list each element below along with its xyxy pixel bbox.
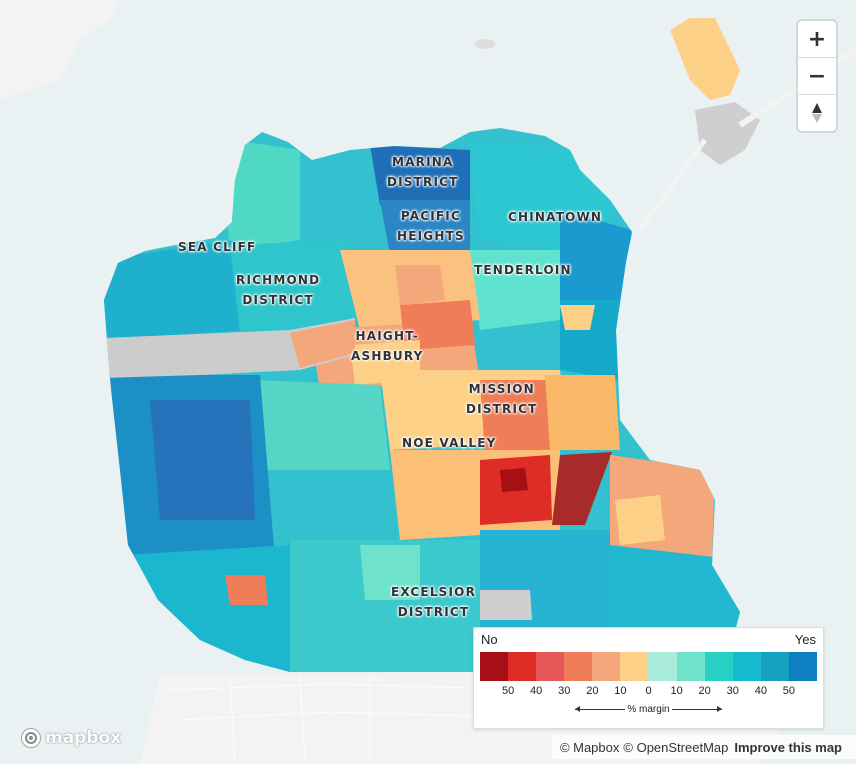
attribution: © Mapbox © OpenStreetMap Improve this ma…	[551, 735, 856, 759]
label-richmond-district: RICHMOND DISTRICT	[236, 273, 321, 307]
legend-swatch	[480, 652, 509, 681]
label-noe-valley: NOE VALLEY	[402, 436, 497, 450]
legend-axis: % margin	[480, 704, 817, 715]
legend-swatch	[648, 652, 677, 681]
legend-tick-label: 10	[670, 685, 683, 697]
compass-button[interactable]	[798, 95, 836, 131]
compass-icon	[812, 103, 822, 123]
mapbox-logo[interactable]: mapbox	[20, 727, 121, 749]
legend-swatch	[760, 652, 789, 681]
minus-icon: −	[807, 63, 827, 89]
legend-swatch	[564, 652, 593, 681]
legend-tick-label: 40	[530, 685, 543, 697]
mapbox-logo-icon	[21, 728, 41, 748]
zoom-out-button[interactable]: −	[798, 58, 836, 95]
legend-tick-label: 20	[586, 685, 599, 697]
improve-map-link[interactable]: Improve this map	[734, 739, 842, 755]
attribution-osm-link[interactable]: © OpenStreetMap	[623, 739, 729, 755]
zoom-in-button[interactable]: +	[798, 21, 836, 58]
legend-swatch	[536, 652, 565, 681]
legend-swatch	[620, 652, 649, 681]
legend-tick-label: 30	[558, 685, 571, 697]
legend-yes-label: Yes	[794, 632, 816, 647]
legend-swatch	[592, 652, 621, 681]
label-chinatown: CHINATOWN	[508, 210, 603, 224]
label-sea-cliff: SEA CLIFF	[178, 240, 257, 254]
land-marin	[0, 0, 120, 100]
left-arrow-icon	[574, 705, 625, 712]
legend-swatch	[676, 652, 705, 681]
mapbox-logo-text: mapbox	[45, 728, 122, 748]
legend-ticks: 50 40 30 20 10 0 10 20 30 40 50	[480, 685, 817, 699]
label-mission-district: MISSION DISTRICT	[466, 382, 538, 416]
attribution-mapbox-link[interactable]: © Mapbox	[559, 739, 620, 755]
legend-tick-label: 30	[726, 685, 739, 697]
choropleth-regions	[104, 140, 740, 672]
legend-no-label: No	[481, 632, 498, 647]
legend-swatch	[704, 652, 733, 681]
legend-swatch	[732, 652, 761, 681]
legend-tick-label: 40	[754, 685, 767, 697]
map-controls: + −	[798, 21, 836, 131]
label-marina-district: MARINA DISTRICT	[387, 155, 459, 189]
legend-axis-label: % margin	[627, 704, 670, 715]
legend-tick-label: 10	[614, 685, 627, 697]
label-tenderloin: TENDERLOIN	[474, 263, 572, 277]
legend-ends: No Yes	[481, 632, 816, 647]
legend-tick-label: 0	[645, 685, 652, 697]
label-excelsior-district: EXCELSIOR DISTRICT	[391, 585, 477, 619]
legend-tick-label: 50	[501, 685, 515, 697]
plus-icon: +	[807, 26, 827, 52]
legend-swatch	[508, 652, 537, 681]
legend-color-bar	[480, 652, 817, 681]
legend-tick-label: 50	[782, 685, 796, 697]
label-haight-ashbury: HAIGHT- ASHBURY	[351, 329, 424, 363]
yerba-buena-island	[695, 102, 760, 165]
treasure-island	[670, 18, 740, 100]
legend-swatch	[788, 652, 817, 681]
right-arrow-icon	[672, 705, 723, 712]
legend: No Yes 50 40 30 20 10 0 10 20 30 40 50 % margin	[473, 627, 824, 729]
legend-tick-label: 20	[698, 685, 711, 697]
label-pacific-heights: PACIFIC HEIGHTS	[397, 209, 465, 243]
